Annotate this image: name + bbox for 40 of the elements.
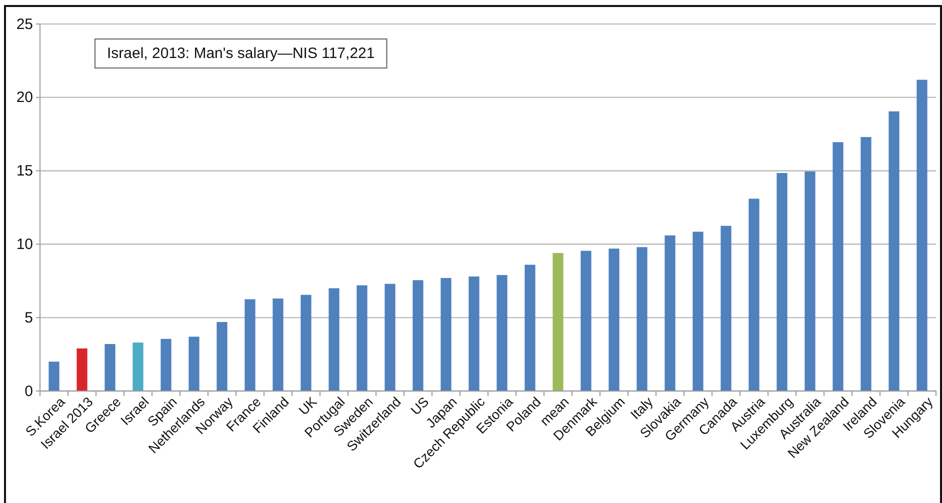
bar xyxy=(692,232,704,391)
bar xyxy=(636,247,648,391)
x-tick-label: US xyxy=(408,394,432,418)
bar xyxy=(804,172,816,391)
bar xyxy=(272,298,284,391)
y-tick-label: 5 xyxy=(24,309,33,326)
bar xyxy=(132,342,144,391)
bar xyxy=(860,137,872,391)
bar xyxy=(552,253,564,391)
bar xyxy=(468,276,480,391)
bar xyxy=(832,142,844,391)
bar xyxy=(216,322,228,391)
bar xyxy=(888,111,900,391)
bar xyxy=(916,80,928,391)
bar xyxy=(160,338,172,391)
bar xyxy=(412,280,424,391)
bar xyxy=(188,336,200,391)
bar xyxy=(76,348,88,391)
y-tick-label: 10 xyxy=(16,236,33,253)
y-tick-label: 20 xyxy=(16,89,33,106)
annotation: Israel, 2013: Man's salary—NIS 117,221 xyxy=(107,45,375,62)
bar xyxy=(48,362,60,391)
bar xyxy=(244,299,256,391)
bar xyxy=(580,250,592,391)
y-tick-label: 0 xyxy=(24,382,33,400)
bar xyxy=(496,275,508,391)
bar xyxy=(440,278,452,391)
y-tick-label: 15 xyxy=(16,162,33,180)
bar xyxy=(104,344,116,391)
y-tick-label: 25 xyxy=(16,16,33,33)
bar xyxy=(748,198,760,391)
bar xyxy=(356,285,368,391)
bar xyxy=(300,294,312,391)
bar xyxy=(524,264,536,391)
bar xyxy=(328,288,340,391)
bar xyxy=(664,235,676,391)
bar xyxy=(608,248,620,391)
bar xyxy=(384,284,396,391)
bar xyxy=(776,173,788,391)
bar xyxy=(720,226,732,391)
